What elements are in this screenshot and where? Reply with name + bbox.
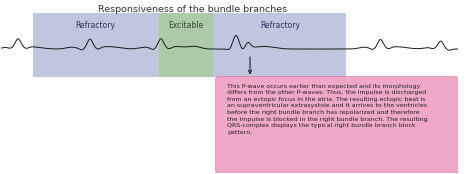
Text: Refractory: Refractory [76, 21, 116, 30]
Text: This P-wave occurs earlier than expected and its morphology
differs from the oth: This P-wave occurs earlier than expected… [227, 84, 428, 135]
Text: Responsiveness of the bundle branches: Responsiveness of the bundle branches [98, 5, 287, 14]
Text: Excitable: Excitable [168, 21, 203, 30]
Bar [158, 13, 213, 77]
FancyBboxPatch shape [216, 77, 458, 173]
Bar [33, 13, 346, 77]
Text: Refractory: Refractory [260, 21, 300, 30]
